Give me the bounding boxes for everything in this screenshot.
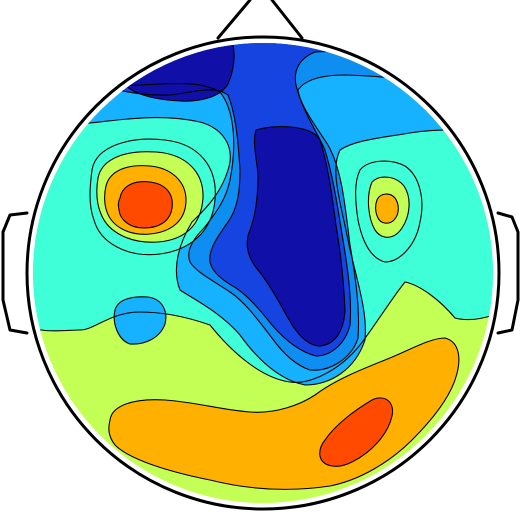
contour-line-2-3 [59,43,446,357]
contour-line-left-7 [104,165,187,235]
contour-line-left-8 [117,181,173,229]
contour-line-4-5-local [113,296,167,345]
contour-line-right-6 [367,176,410,238]
contour-fill-level-7-right [375,194,399,224]
contour-fill-level-1 [247,126,345,347]
contour-fill-level-7-posterior [108,338,459,490]
right-ear [496,211,520,335]
head-outline [25,35,501,511]
contour-line-right-7 [375,193,399,224]
contour-line-3-4 [39,74,493,371]
contour-lines [33,43,493,490]
contour-line-left-5 [89,138,216,256]
contour-fill-level-8-posterior [319,397,393,467]
nose [216,0,304,40]
contour-line-posterior-7 [108,337,460,490]
contour-fill-level-4-local [114,296,166,345]
contour-line-posterior-8 [319,397,394,467]
head-outline-group [1,0,520,511]
left-ear [1,211,29,335]
contour-line-left-6 [96,151,204,243]
contour-line-right-5 [355,160,423,263]
contour-line-5-6 [33,281,493,383]
contour-fill-level-8-left [118,181,173,228]
contour-line-4-5 [33,117,493,386]
contour-line-1-2 [246,126,346,347]
contour-fill-level-2 [60,43,445,356]
